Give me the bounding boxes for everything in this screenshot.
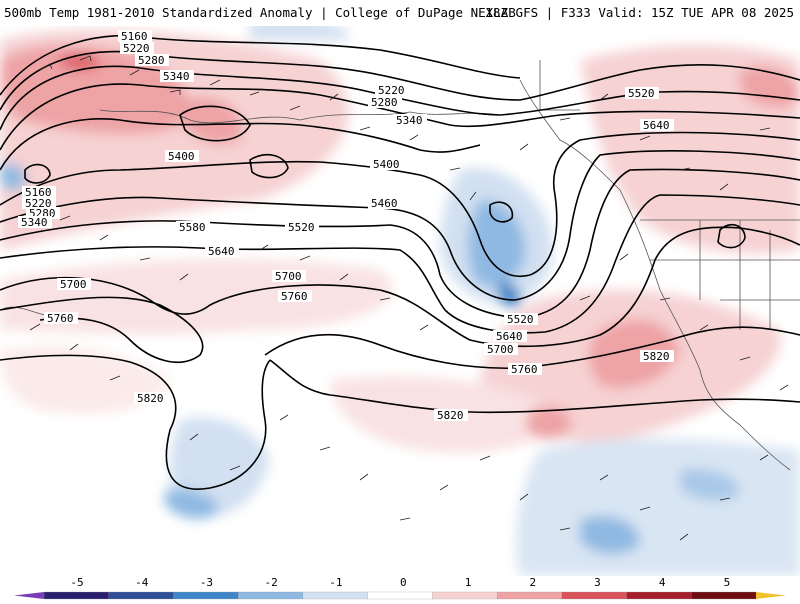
contour-label: 5400: [168, 150, 195, 163]
contour-label: 5400: [373, 158, 400, 171]
contour-label: 5220: [25, 197, 52, 210]
contour-label: 5640: [496, 330, 523, 343]
height-contours: [0, 34, 800, 490]
contour-label: 5340: [396, 114, 423, 127]
colorbar: -5 -4 -3 -2 -1 0 1 2 3 4 5: [0, 574, 800, 600]
colorbar-tick-label: 3: [594, 576, 601, 589]
map-title: 500mb Temp 1981-2010 Standardized Anomal…: [4, 5, 516, 20]
model-valid-time: 18Z GFS | F333 Valid: 15Z TUE APR 08 202…: [485, 5, 794, 20]
contour-label: 5460: [371, 197, 398, 210]
contour-label: 5640: [643, 119, 670, 132]
contour-label: 5640: [208, 245, 235, 258]
contour-label: 5580: [179, 221, 206, 234]
colorbar-end-left: [14, 592, 44, 599]
contour-label: 5700: [275, 270, 302, 283]
map-canvas: 5160 5220 5280 5340 5400 5160 5220 5280 …: [0, 18, 800, 576]
colorbar-tick-label: 1: [465, 576, 472, 589]
colorbar-segment: [43, 591, 110, 600]
contour-label: 5160: [25, 186, 52, 199]
map-panel: 5160 5220 5280 5340 5400 5160 5220 5280 …: [0, 18, 800, 576]
colorbar-segment: [302, 591, 369, 600]
contour-label: 5520: [507, 313, 534, 326]
contour-label: 5220: [123, 42, 150, 55]
colorbar-tick-label: 2: [529, 576, 536, 589]
colorbar-tick-label: -1: [329, 576, 342, 589]
contour-label: 5340: [163, 70, 190, 83]
colorbar-tick-label: -4: [135, 576, 149, 589]
colorbar-segment: [432, 591, 498, 600]
colorbar-end-right: [756, 592, 786, 599]
contour-label: 5340: [21, 216, 48, 229]
colorbar-segment: [238, 591, 304, 600]
contour-label: 5520: [628, 87, 655, 100]
coastlines: [0, 60, 800, 471]
contour-label: 5280: [371, 96, 398, 109]
colorbar-tick-label: -3: [200, 576, 213, 589]
contour-labels: 5160 5220 5280 5340 5400 5160 5220 5280 …: [18, 30, 674, 422]
wind-barbs: [29, 55, 789, 541]
contour-label: 5820: [137, 392, 164, 405]
contour-label: 5760: [47, 312, 74, 325]
colorbar-segments: [14, 591, 786, 600]
colorbar-segment: [367, 591, 434, 600]
colorbar-segment: [173, 591, 239, 600]
contour-label: 5760: [511, 363, 538, 376]
colorbar-ticks: -5 -4 -3 -2 -1 0 1 2 3 4 5: [70, 576, 730, 589]
colorbar-segment: [108, 591, 175, 600]
contour-label: 5820: [437, 409, 464, 422]
colorbar-segment: [626, 591, 692, 600]
colorbar-tick-label: 5: [724, 576, 731, 589]
contour-label: 5160: [121, 30, 148, 43]
colorbar-segment: [561, 591, 628, 600]
contour-label: 5760: [281, 290, 308, 303]
colorbar-segment: [496, 591, 563, 600]
colorbar-tick-label: -5: [70, 576, 83, 589]
colorbar-tick-label: 0: [400, 576, 407, 589]
contour-label: 5520: [288, 221, 315, 234]
contour-label: 5820: [643, 350, 670, 363]
colorbar-segment: [691, 591, 757, 600]
contour-label: 5220: [378, 84, 405, 97]
anomaly-shading: [0, 18, 800, 576]
colorbar-tick-label: 4: [659, 576, 666, 589]
contour-label: 5700: [60, 278, 87, 291]
contour-label: 5700: [487, 343, 514, 356]
contour-label: 5280: [138, 54, 165, 67]
colorbar-svg: -5 -4 -3 -2 -1 0 1 2 3 4 5: [14, 576, 786, 600]
colorbar-tick-label: -2: [265, 576, 278, 589]
header: 500mb Temp 1981-2010 Standardized Anomal…: [0, 0, 800, 26]
